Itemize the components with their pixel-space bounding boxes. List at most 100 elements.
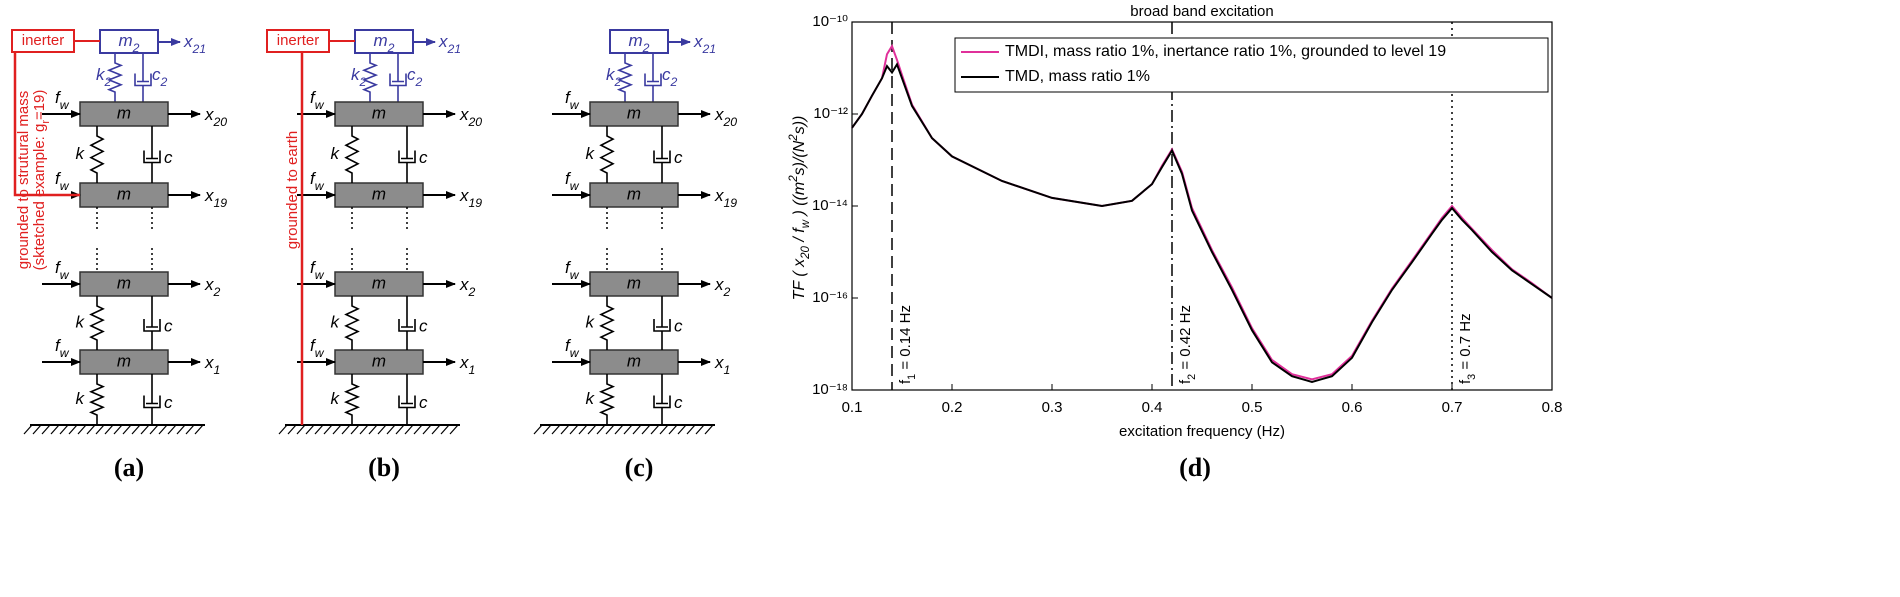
floor-mass <box>79 182 169 208</box>
mass-label: m2 <box>374 31 395 55</box>
series-line <box>851 62 1553 383</box>
text-part: x <box>204 105 214 124</box>
text-part: x <box>459 275 469 294</box>
text-part: w <box>570 346 580 360</box>
text-part: 1 <box>214 363 221 377</box>
panel-label: (b) <box>368 453 400 482</box>
text-part: grounded to strutural mass <box>15 91 32 269</box>
text-part: 2 <box>160 75 168 89</box>
spring-label: k2 <box>606 65 622 89</box>
text-part: w <box>60 268 70 282</box>
text-part: w <box>60 98 70 112</box>
spring <box>599 296 615 350</box>
text-part: m <box>374 31 388 50</box>
text-part: 20 <box>213 115 228 129</box>
displacement-label: x20 <box>714 105 737 129</box>
reference-label: f1 = 0.14 Hz <box>897 305 918 384</box>
displacement-label: x19 <box>204 186 227 210</box>
displacement-label: x19 <box>459 186 482 210</box>
text-part: x <box>693 32 703 51</box>
damper-label: c <box>164 393 173 412</box>
line <box>158 424 168 435</box>
legend-label: TMDI, mass ratio 1%, inertance ratio 1%,… <box>1005 43 1446 60</box>
line <box>386 424 396 435</box>
text-part: 2 <box>359 75 367 89</box>
reference-label: f2 = 0.42 Hz <box>1177 305 1198 384</box>
mass-label: m <box>372 351 386 370</box>
force-label: fw <box>310 169 325 193</box>
line <box>395 424 405 435</box>
text-part: x <box>459 353 469 372</box>
spring <box>89 296 105 350</box>
spring <box>616 53 634 102</box>
line <box>59 424 69 435</box>
text-part: 2 <box>415 75 423 89</box>
line <box>323 424 333 435</box>
text-part: 2 <box>614 75 622 89</box>
spring <box>598 374 616 425</box>
text-part: 2 <box>670 75 678 89</box>
legend-label: TMD, mass ratio 1% <box>1005 68 1150 85</box>
damper-label: c <box>164 316 173 335</box>
text-part: 2 <box>213 285 221 299</box>
line <box>650 424 660 435</box>
damper <box>389 53 407 102</box>
floor-mass <box>79 349 169 375</box>
y-tick-label: 10⁻¹⁰ <box>812 13 848 30</box>
damper <box>398 126 416 183</box>
text-part: / f <box>791 227 808 246</box>
text-part: 3 <box>1466 374 1478 380</box>
line <box>596 424 606 435</box>
x-tick-label: 0.2 <box>942 399 963 416</box>
spring-label: k <box>586 312 596 331</box>
line <box>131 424 141 435</box>
text-part: f <box>310 336 317 355</box>
displacement-label: x20 <box>459 105 482 129</box>
text-part: x <box>204 353 214 372</box>
text-part: c <box>662 65 671 84</box>
line <box>404 424 414 435</box>
text-part: x <box>204 275 214 294</box>
damper-label: c <box>674 393 683 412</box>
spring-label: k2 <box>351 65 367 89</box>
damper <box>134 53 152 102</box>
y-tick-label: 10⁻¹⁶ <box>812 289 848 306</box>
displacement-label: x2 <box>714 275 731 299</box>
text-part: 19 <box>214 196 228 210</box>
line <box>587 424 597 435</box>
text-part: w <box>315 179 325 193</box>
spring-label: k <box>331 144 341 163</box>
spring-label: k <box>586 389 596 408</box>
line <box>359 424 369 435</box>
ground-note: grounded to strutural mass <box>15 91 32 269</box>
y-axis-title: TF ( x20 / fw ) ((m2s)/(N2s)) <box>788 116 812 301</box>
text-part: 2 <box>1186 374 1198 380</box>
line <box>287 424 297 435</box>
spring <box>344 126 360 183</box>
line <box>560 424 570 435</box>
line <box>350 424 360 435</box>
text-part: x <box>714 186 724 205</box>
text-part: f <box>565 336 572 355</box>
text-part: 2 <box>642 41 650 55</box>
line <box>614 424 624 435</box>
line <box>440 424 450 435</box>
text-part: w <box>60 346 70 360</box>
mass-label: m2 <box>119 31 140 55</box>
text-part: k <box>96 65 106 84</box>
text-part: ) ((m <box>791 182 808 220</box>
text-part: w <box>315 268 325 282</box>
text-part: f <box>897 379 914 384</box>
text-part: c <box>407 65 416 84</box>
text-part: (sktetched example: g <box>31 124 48 271</box>
line <box>686 424 696 435</box>
text-part: s)/(N <box>791 140 808 175</box>
line <box>368 424 378 435</box>
line <box>605 424 615 435</box>
x-tick-label: 0.7 <box>1442 399 1463 416</box>
chart-title: broad band excitation <box>1130 3 1273 20</box>
displacement-label: x21 <box>693 32 716 56</box>
spring-label: k <box>76 312 86 331</box>
spring-label: k <box>331 389 341 408</box>
panel-label: (d) <box>1179 453 1211 482</box>
